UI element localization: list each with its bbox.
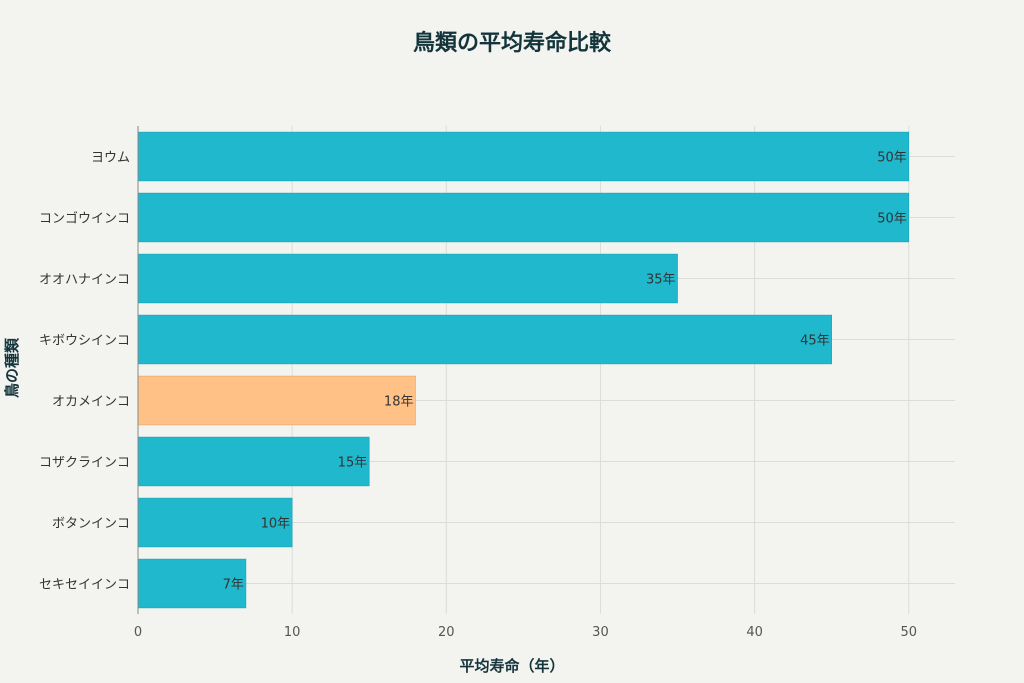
y-tick-label: オオハナインコ (39, 273, 130, 288)
y-tick-label: ヨウム (91, 151, 130, 166)
x-tick-label: 30 (592, 625, 609, 640)
y-tick-label: オカメインコ (52, 395, 130, 410)
bars (137, 131, 910, 609)
x-tick-label: 20 (438, 625, 455, 640)
bar (137, 497, 293, 548)
data-label: 15年 (338, 456, 368, 471)
bar (137, 131, 910, 182)
bar (137, 375, 416, 426)
data-label: 18年 (384, 395, 414, 410)
data-label: 50年 (877, 212, 907, 227)
data-label: 10年 (261, 517, 291, 532)
y-tick-label: セキセイインコ (39, 578, 130, 593)
bar (137, 253, 678, 304)
bar (137, 314, 832, 365)
y-tick-label: ボタンインコ (52, 517, 130, 532)
y-tick-label: コザクラインコ (39, 456, 130, 471)
x-axis-title: 平均寿命（年） (459, 657, 564, 675)
data-label: 45年 (800, 334, 830, 349)
bar (137, 436, 370, 487)
x-tick-label: 50 (900, 625, 917, 640)
y-tick-label: コンゴウインコ (39, 211, 130, 227)
data-label: 50年 (877, 151, 907, 166)
y-tick-label: キボウシインコ (39, 334, 130, 349)
bar (137, 558, 247, 609)
chart-title: 鳥類の平均寿命比較 (413, 30, 612, 56)
data-label: 7年 (223, 578, 244, 593)
x-tick-label: 0 (134, 625, 142, 640)
x-tick-label: 10 (284, 625, 301, 640)
bar (137, 192, 910, 243)
x-tick-label: 40 (746, 625, 763, 640)
data-label: 35年 (646, 273, 676, 288)
y-axis-title: 鳥の種類 (3, 337, 21, 398)
